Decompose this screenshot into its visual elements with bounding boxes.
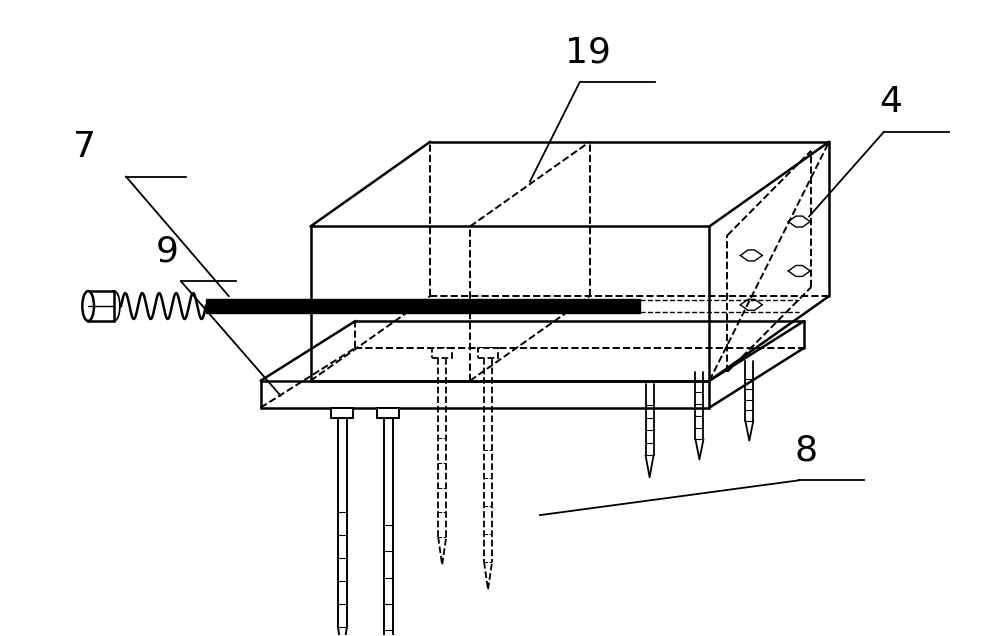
Text: 7: 7 [73,130,96,163]
Text: 19: 19 [565,35,611,69]
Bar [432,348,452,358]
Ellipse shape [108,291,120,321]
Text: 8: 8 [794,433,817,467]
Text: 9: 9 [156,234,179,268]
Bar [377,408,399,418]
Bar [478,348,498,358]
Text: 4: 4 [879,85,902,119]
Bar [88,291,114,321]
Bar [206,299,640,313]
Ellipse shape [82,291,94,321]
Bar [331,408,353,418]
